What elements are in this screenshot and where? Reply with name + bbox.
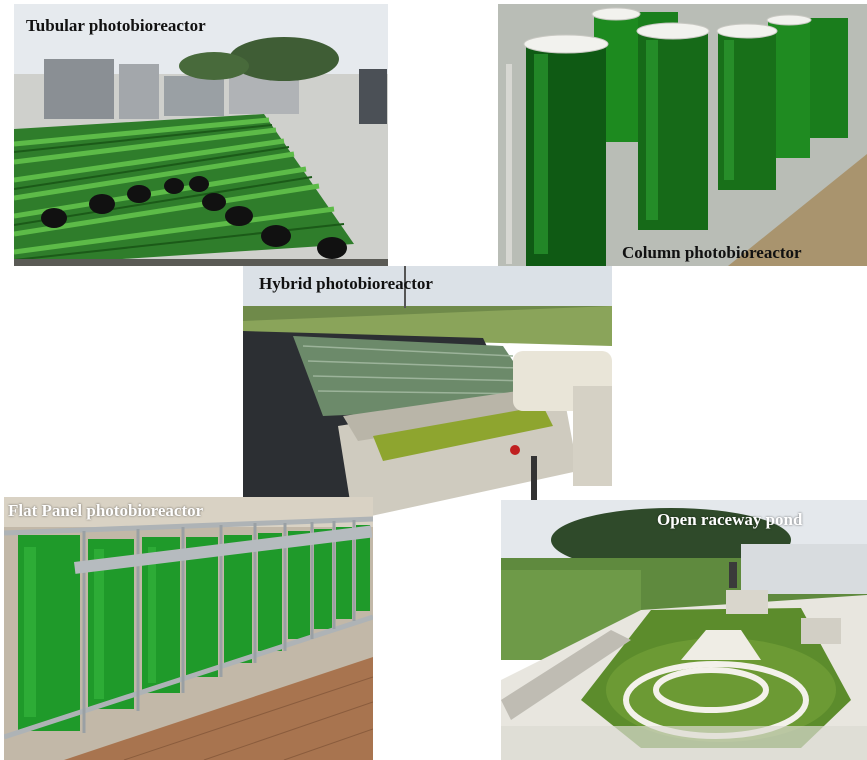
hybrid-caption: Hybrid photobioreactor [259, 274, 433, 293]
column-caption: Column photobioreactor [622, 243, 802, 262]
raceway-scene [501, 500, 867, 760]
open-raceway-pond-photo: Open raceway pond [501, 500, 867, 760]
flat-panel-photobioreactor-photo: Flat Panel photobioreactor [4, 497, 373, 760]
hybrid-photobioreactor-photo: Hybrid photobioreactor [243, 266, 612, 520]
flat-panel-scene [4, 497, 373, 760]
tubular-caption: Tubular photobioreactor [26, 16, 206, 35]
column-scene [498, 4, 867, 266]
flat-panel-caption: Flat Panel photobioreactor [8, 501, 204, 520]
raceway-caption: Open raceway pond [657, 510, 803, 529]
column-photobioreactor-photo: Column photobioreactor [498, 4, 867, 266]
tubular-photobioreactor-photo: Tubular photobioreactor [14, 4, 388, 266]
tubular-scene [14, 4, 388, 266]
hybrid-scene [243, 266, 612, 520]
